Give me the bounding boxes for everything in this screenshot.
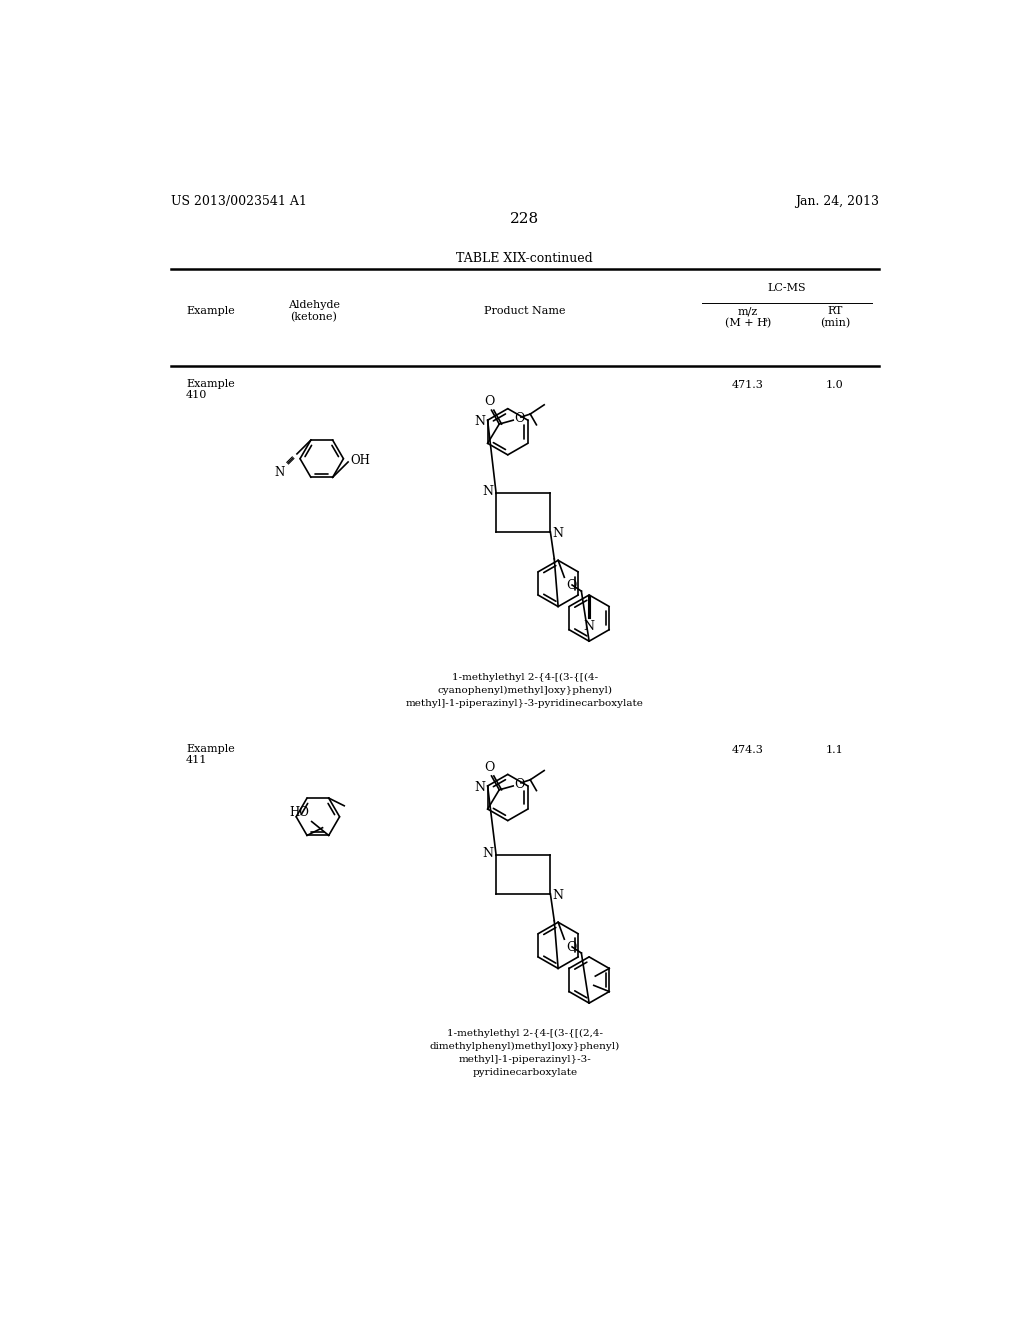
Text: O: O bbox=[515, 777, 525, 791]
Text: O: O bbox=[515, 412, 525, 425]
Text: O: O bbox=[484, 395, 495, 408]
Text: HO: HO bbox=[290, 807, 309, 820]
Text: 471.3: 471.3 bbox=[732, 380, 764, 391]
Text: N: N bbox=[552, 888, 563, 902]
Text: RT: RT bbox=[827, 306, 843, 317]
Text: TABLE XIX-continued: TABLE XIX-continued bbox=[457, 252, 593, 265]
Text: N: N bbox=[474, 416, 485, 428]
Text: Example
410: Example 410 bbox=[186, 379, 234, 400]
Text: (min): (min) bbox=[819, 318, 850, 329]
Text: N: N bbox=[482, 486, 494, 499]
Text: N: N bbox=[584, 620, 595, 634]
Text: 474.3: 474.3 bbox=[732, 744, 764, 755]
Text: (ketone): (ketone) bbox=[291, 313, 338, 322]
Text: O: O bbox=[566, 941, 577, 954]
Text: (M + H): (M + H) bbox=[725, 318, 771, 329]
Text: Example
411: Example 411 bbox=[186, 743, 234, 766]
Text: O: O bbox=[484, 760, 495, 774]
Text: Aldehyde: Aldehyde bbox=[288, 300, 340, 310]
Text: Example: Example bbox=[186, 306, 234, 317]
Text: 1-methylethyl 2-{4-[(3-{[(2,4-
dimethylphenyl)methyl]oxy}phenyl)
methyl]-1-piper: 1-methylethyl 2-{4-[(3-{[(2,4- dimethylp… bbox=[430, 1028, 620, 1077]
Text: 228: 228 bbox=[510, 213, 540, 226]
Text: m/z: m/z bbox=[738, 306, 758, 317]
Text: N: N bbox=[552, 527, 563, 540]
Text: 1.0: 1.0 bbox=[826, 380, 844, 391]
Text: LC-MS: LC-MS bbox=[767, 284, 806, 293]
Text: US 2013/0023541 A1: US 2013/0023541 A1 bbox=[171, 195, 306, 209]
Text: N: N bbox=[482, 847, 494, 861]
Text: N: N bbox=[274, 466, 285, 479]
Text: 1-methylethyl 2-{4-[(3-{[(4-
cyanophenyl)methyl]oxy}phenyl)
methyl]-1-piperaziny: 1-methylethyl 2-{4-[(3-{[(4- cyanophenyl… bbox=[406, 673, 644, 709]
Text: ⁺: ⁺ bbox=[764, 318, 769, 327]
Text: 1.1: 1.1 bbox=[826, 744, 844, 755]
Text: Product Name: Product Name bbox=[484, 306, 565, 317]
Text: OH: OH bbox=[350, 454, 371, 467]
Text: O: O bbox=[566, 578, 577, 591]
Text: Jan. 24, 2013: Jan. 24, 2013 bbox=[795, 195, 879, 209]
Text: N: N bbox=[474, 781, 485, 795]
